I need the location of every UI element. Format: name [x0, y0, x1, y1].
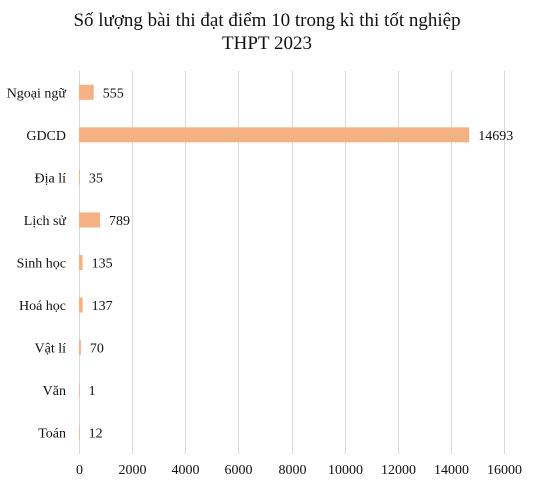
category-label: Ngoại ngữ	[7, 86, 67, 101]
category-label: Vật lí	[35, 342, 67, 357]
x-tick-label: 12000	[381, 463, 416, 478]
bar	[79, 425, 80, 441]
x-tick-label: 4000	[172, 463, 200, 478]
x-tick-label: 8000	[279, 463, 307, 478]
bar	[79, 127, 470, 143]
data-label: 135	[92, 257, 113, 272]
data-label: 70	[90, 342, 104, 357]
data-label: 137	[92, 299, 113, 314]
data-label: 1	[89, 384, 96, 399]
data-label: 12	[89, 427, 103, 442]
data-label: 14693	[478, 129, 513, 144]
bar	[79, 382, 80, 398]
data-label: 35	[89, 171, 103, 186]
category-label: Sinh học	[17, 257, 66, 272]
category-label: Lịch sử	[24, 214, 67, 229]
bar	[79, 297, 83, 313]
category-label: GDCD	[26, 129, 66, 144]
x-tick-label: 16000	[487, 463, 522, 478]
bar	[79, 340, 81, 356]
bar	[79, 255, 83, 270]
category-label: Hoá học	[19, 299, 66, 314]
bar	[79, 84, 94, 100]
x-tick-label: 14000	[434, 463, 469, 478]
data-label: 789	[109, 214, 130, 229]
x-tick-label: 6000	[225, 463, 253, 478]
chart-title-line-1: Số lượng bài thi đạt điểm 10 trong kì th…	[73, 10, 461, 31]
x-tick-label: 0	[76, 463, 83, 478]
category-label: Địa lí	[35, 171, 67, 186]
category-label: Toán	[38, 427, 66, 442]
bar	[79, 212, 100, 228]
category-label: Văn	[43, 384, 66, 399]
data-label: 555	[103, 86, 124, 101]
bar	[79, 169, 80, 185]
x-tick-label: 2000	[119, 463, 147, 478]
x-tick-label: 10000	[328, 463, 363, 478]
chart-title-line-2: THPT 2023	[222, 33, 312, 54]
